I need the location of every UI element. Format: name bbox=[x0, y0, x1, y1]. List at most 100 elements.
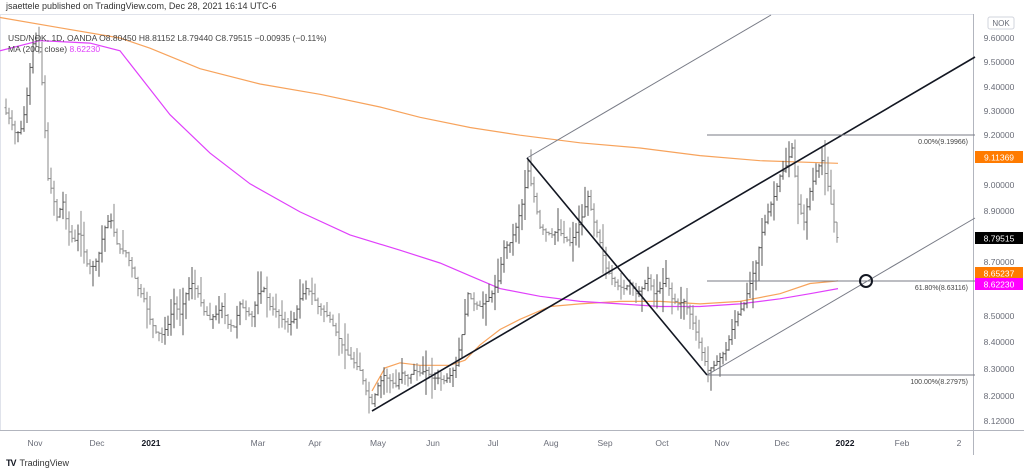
ohlc-bar bbox=[703, 347, 707, 366]
ohlc-bar bbox=[394, 369, 398, 388]
price-tick: 8.90000 bbox=[984, 206, 1015, 216]
ohlc-bar bbox=[382, 367, 386, 395]
time-tick: Mar bbox=[251, 438, 266, 448]
ohlc-bar bbox=[457, 337, 461, 367]
ohlc-bar bbox=[550, 228, 554, 238]
ohlc-bar bbox=[748, 271, 752, 299]
fib-label: 0.00%(9.19966) bbox=[918, 139, 968, 146]
ohlc-bar bbox=[376, 382, 380, 396]
ohlc-bar bbox=[517, 204, 521, 244]
ohlc-bar bbox=[355, 348, 359, 371]
ohlc-bar bbox=[577, 205, 581, 248]
circle-marker[interactable] bbox=[859, 274, 873, 288]
ohlc-bar bbox=[52, 180, 56, 216]
ohlc-bar bbox=[409, 373, 413, 384]
footer: TV TradingView bbox=[6, 458, 69, 468]
ohlc-bar bbox=[193, 269, 197, 300]
ohlc-bar bbox=[694, 315, 698, 341]
ohlc-bar bbox=[808, 187, 812, 211]
time-tick: Nov bbox=[27, 438, 43, 448]
ohlc-bar bbox=[523, 170, 527, 220]
ohlc-bar bbox=[559, 219, 563, 237]
ohlc-bar bbox=[481, 291, 485, 319]
ohlc-bar bbox=[139, 284, 143, 298]
ohlc-bar bbox=[400, 358, 404, 384]
time-tick: 2022 bbox=[836, 438, 855, 448]
ohlc-bar bbox=[13, 120, 17, 145]
price-axis[interactable]: NOK 9.60000 9.50000 9.40000 9.30000 9.20000 9.… bbox=[975, 16, 1023, 426]
currency-label: NOK bbox=[992, 19, 1010, 28]
price-tick: 9.50000 bbox=[984, 57, 1015, 67]
ohlc-bar bbox=[736, 311, 740, 327]
ohlc-bar bbox=[583, 186, 587, 218]
time-axis[interactable]: Nov Dec 2021 Mar Apr May Jun Jul Aug Sep Oct Nov Dec… bbox=[27, 438, 961, 448]
ohlc-bar bbox=[547, 231, 551, 236]
ohlc-bar bbox=[238, 301, 242, 326]
ohlc-bar bbox=[814, 163, 818, 185]
pitchfork-upper-line[interactable] bbox=[526, 14, 772, 159]
ohlc-bar bbox=[100, 225, 104, 263]
time-tick: Jun bbox=[426, 438, 440, 448]
ohlc-bar bbox=[424, 350, 428, 395]
ohlc-bar bbox=[340, 338, 344, 354]
ohlc-bar bbox=[835, 221, 839, 243]
ohlc-bar bbox=[595, 219, 599, 238]
price-badge-label: 8.79515 bbox=[984, 234, 1015, 244]
ohlc-bar bbox=[775, 183, 779, 201]
ohlc-bar bbox=[562, 220, 566, 244]
time-tick: Sep bbox=[597, 438, 612, 448]
ohlc-bar bbox=[301, 283, 305, 301]
brand-name: TradingView bbox=[19, 458, 70, 468]
pitchfork-handle-bc[interactable] bbox=[526, 157, 708, 376]
ohlc-bar bbox=[676, 298, 680, 311]
ohlc-bar bbox=[661, 268, 665, 313]
ohlc-bar bbox=[58, 207, 62, 218]
ohlc-bar bbox=[202, 299, 206, 316]
ohlc-bar bbox=[286, 318, 290, 333]
ohlc-bar bbox=[298, 279, 302, 319]
price-badge bbox=[975, 278, 1023, 290]
ohlc-bar bbox=[388, 374, 392, 394]
price-chart[interactable]: 0.00%(9.19966) 61.80%(8.63116) 100.00%(8.2… bbox=[0, 14, 1024, 455]
moving-averages bbox=[0, 16, 839, 392]
ohlc-bar bbox=[688, 304, 692, 330]
ohlc-bar bbox=[178, 289, 182, 326]
ohlc-bar bbox=[322, 305, 326, 323]
chart-frame[interactable]: 0.00%(9.19966) 61.80%(8.63116) 100.00%(8.2… bbox=[0, 14, 1024, 455]
ohlc-bar bbox=[448, 368, 452, 383]
ohlc-bar bbox=[289, 310, 293, 336]
ohlc-bar bbox=[490, 290, 494, 303]
ohlc-bar bbox=[361, 369, 365, 385]
symbol-ohlc-line: USD/NOK, 1D, OANDA O8.80450 H8.81152 L8.… bbox=[8, 33, 327, 43]
time-tick: Dec bbox=[774, 438, 790, 448]
ohlc-bar bbox=[463, 299, 467, 336]
ohlc-bar bbox=[49, 167, 53, 194]
ohlc-bar bbox=[766, 203, 770, 225]
pitchfork-median-line[interactable] bbox=[371, 56, 976, 412]
price-tick: 8.70000 bbox=[984, 257, 1015, 267]
ohlc-bar bbox=[283, 311, 287, 330]
ohlc-bar bbox=[502, 240, 506, 273]
price-badge-label: 8.65237 bbox=[984, 269, 1015, 279]
price-badge-label: 9.11369 bbox=[984, 153, 1014, 163]
ohlc-bar bbox=[352, 351, 356, 369]
ohlc-bar bbox=[616, 279, 620, 291]
ohlc-bar bbox=[553, 231, 557, 245]
ohlc-bar bbox=[412, 363, 416, 375]
ohlc-bar bbox=[451, 367, 455, 387]
ohlc-bar bbox=[625, 284, 629, 291]
ohlc-bar bbox=[235, 305, 239, 339]
ohlc-bar bbox=[742, 302, 746, 312]
ohlc-bar bbox=[760, 218, 764, 266]
ohlc-bar bbox=[793, 139, 797, 178]
pitchfork-lower-line[interactable] bbox=[706, 217, 976, 376]
ohlc-bar bbox=[373, 393, 377, 407]
ohlc-bar bbox=[337, 313, 341, 356]
ohlc-bar bbox=[73, 229, 77, 242]
ohlc-bar bbox=[640, 286, 644, 312]
drawings[interactable] bbox=[371, 14, 976, 412]
ohlc-bar bbox=[580, 204, 584, 236]
ohlc-bar bbox=[331, 314, 335, 327]
currency-label-box[interactable] bbox=[987, 16, 1015, 30]
ohlc-bar bbox=[460, 334, 464, 358]
